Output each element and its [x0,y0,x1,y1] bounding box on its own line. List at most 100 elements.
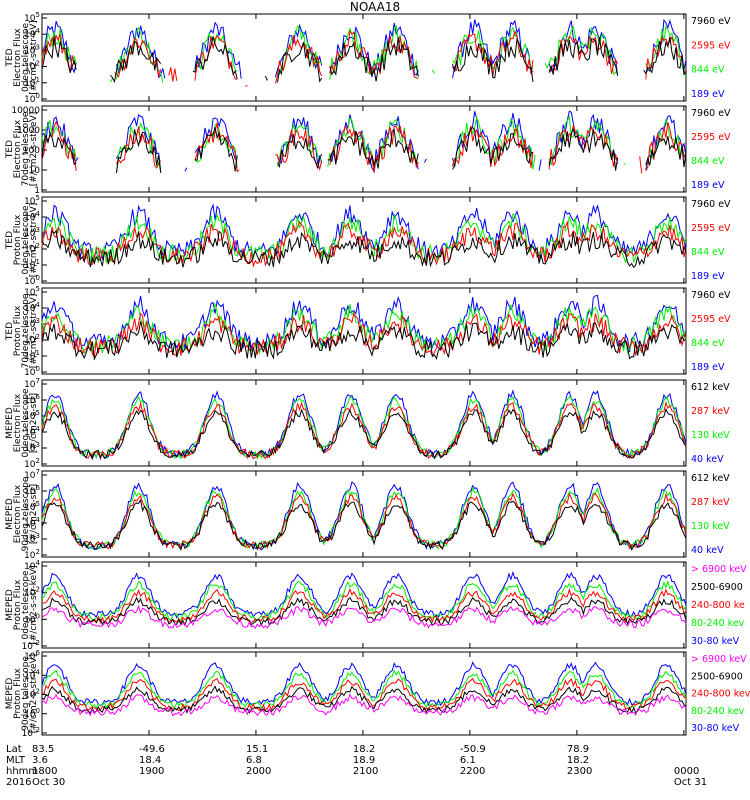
footer-mlt-5: 18.2 [566,755,590,766]
panel-7-series-1 [41,596,687,627]
panel-8-legend-1: 2500-6900 [691,671,743,682]
panel-6-series-3 [41,481,687,551]
panel-7-series-0 [41,604,687,630]
panel-6-ylabel: MEPEDElectron Flux90deg telescope[#/cm2-… [5,476,39,551]
panel-8-series-4 [41,661,687,707]
footer-lat-5: 78.9 [566,744,590,755]
panel-3-legend-0: 7960 eV [691,199,731,210]
footer-date-0: Oct 30 [32,777,66,788]
panel-3-series-1 [41,220,687,268]
panel-7-legend-3: 80-240 kev [691,618,745,629]
panel-4-legend-2: 844 eV [691,338,725,349]
panel-1-legend-3: 189 eV [691,89,725,100]
panel-1-legend-1: 2595 eV [691,40,731,51]
panel-5-ytick-label-5: 107 [24,377,40,390]
panel-6-legend-3: 40 keV [691,545,724,556]
panel-7-legend-4: 30-80 keV [691,636,740,647]
panel-8-ytick-label-0: 10-2 [22,726,40,736]
footer-hhmm-5: 2300 [566,766,593,777]
footer-lat-1: -49.6 [138,744,165,755]
panel-4-ylabel: TEDProton Flux70deg telescope[#/cm2-s-st… [5,293,39,368]
panel-3-legend-1: 2595 eV [691,223,731,234]
panel-3-legend-2: 844 eV [691,247,725,258]
footer-row-label-lat: Lat [6,744,22,755]
footer-hhmm-3: 2100 [352,766,379,777]
panel-6-series-0 [41,498,687,551]
panel-5-series-2 [41,395,687,460]
panel-4-series-0 [41,321,687,361]
panel-7-series-4 [41,570,687,619]
panel-5-series-1 [41,401,687,460]
chart-title: NOAA18 [349,0,401,14]
panel-2-ytick-label-2: 100 [23,146,40,156]
panel-7-legend-2: 240-800 ke [691,600,745,611]
panel-7-series-2 [41,587,687,624]
panel-5-ylabel: MEPEDElectron Flux0deg telescope[#/cm2-s… [5,388,39,458]
panel-4-legend-3: 189 eV [691,362,725,373]
panel-1-legend-0: 7960 eV [691,16,731,27]
panel-8-series-0 [41,693,687,717]
footer-lat-2: 15.1 [245,744,269,755]
panel-5-series-0 [41,407,687,461]
panel-4-legend-1: 2595 eV [691,314,731,325]
panel-2-legend-0: 7960 eV [691,108,731,119]
panel-2-ytick-label-0: 1 [34,186,40,196]
footer-mlt-3: 18.9 [352,755,376,766]
footer-mlt-0: 3.6 [32,755,48,766]
footer-hhmm-4: 2200 [459,766,486,777]
panel-8-frame [41,651,687,736]
panel-2-series-1 [41,120,687,174]
footer-lat-3: 18.2 [352,744,376,755]
footer-hhmm-0: 1800 [32,766,58,777]
panel-5-legend-1: 287 keV [691,406,730,417]
panel-2-ytick-label-3: 1000 [17,126,40,136]
panel-8-series-3 [41,669,687,710]
panel-4-legend-0: 7960 eV [691,290,731,301]
panel-2-ylabel: TEDElectron Flux70deg telescope[#/cm2-s-… [5,111,39,186]
panel-2-ytick-label-4: 10000 [11,106,40,116]
footer-hhmm-6: 0000 [673,766,700,777]
footer-row-label-year: 2016 [6,777,32,788]
panel-2-legend-2: 844 eV [691,156,725,167]
panel-7-legend-1: 2500-6900 [691,582,743,593]
panel-6-legend-0: 612 keV [691,473,730,484]
panel-5-legend-2: 130 keV [691,430,730,441]
panel-3-series-0 [41,229,687,269]
panel-2-frame [41,105,687,193]
panel-7-ylabel: MEPEDProton Flux0deg telescope[#/cm2-s-s… [5,565,39,644]
footer-mlt-1: 18.4 [138,755,162,766]
panel-2-ytick-label-1: 10 [29,166,41,176]
panel-4-series-1 [41,312,687,359]
panel-7-legend-0: > 6900 keV [691,564,747,575]
footer-lat-0: 83.5 [32,744,55,755]
panel-8-legend-4: 30-80 keV [691,723,740,734]
panel-5-legend-0: 612 keV [691,382,730,393]
footer-row-label-hhmm: hhmm [6,766,39,777]
panel-3-series-3 [41,203,687,263]
footer-row-label-mlt: MLT [6,755,25,766]
footer-date-6: Oct 31 [673,777,708,788]
panel-2-legend-3: 189 eV [691,180,725,191]
panel-1-legend-2: 844 eV [691,65,725,76]
footer-hhmm-1: 1900 [138,766,165,777]
footer-mlt-2: 6.8 [245,755,262,766]
panel-2-series-0 [41,126,687,173]
panel-8-legend-0: > 6900 keV [691,654,747,665]
orbit-axis-labels: Lat MLT hhmm 2016 83.5 3.6 1800 Oct 30 -49.6… [0,736,750,800]
panel-6-frame [41,470,687,558]
panel-6-legend-1: 287 keV [691,497,730,508]
panel-8-legend-2: 240-800 kev [691,689,750,700]
panel-6-series-2 [41,486,687,551]
panel-2-legend-1: 2595 eV [691,132,731,143]
panel-7-series-3 [41,580,687,621]
panel-8-series-2 [41,677,687,712]
